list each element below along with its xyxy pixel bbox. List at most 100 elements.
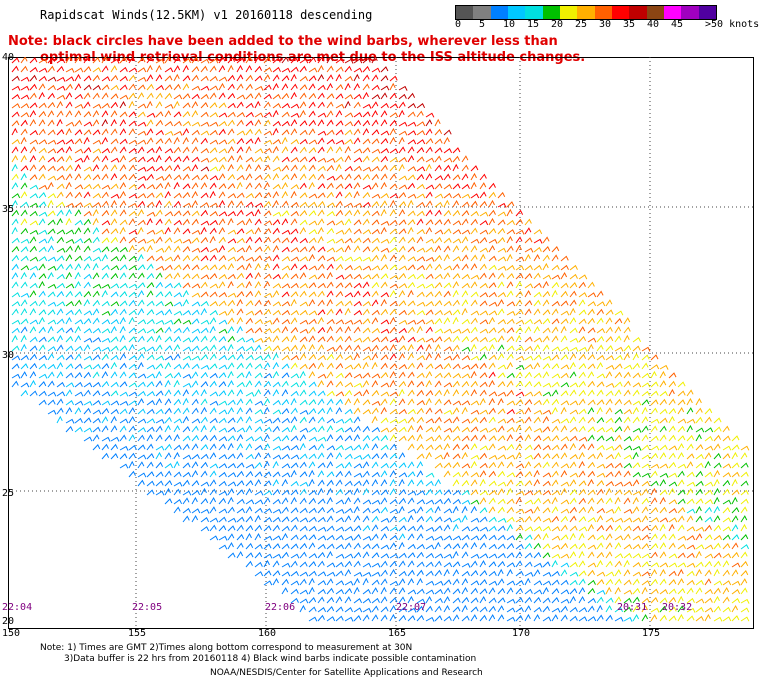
wind-barb xyxy=(110,453,119,460)
wind-barb xyxy=(353,182,361,190)
wind-barb xyxy=(533,319,543,325)
wind-barb xyxy=(200,236,209,244)
wind-barb xyxy=(335,391,345,397)
wind-barb xyxy=(587,489,596,496)
wind-barb xyxy=(272,254,280,262)
wind-barb xyxy=(218,218,226,226)
wind-barb xyxy=(308,335,316,343)
wind-barb xyxy=(731,534,740,541)
wind-barb xyxy=(389,119,398,127)
wind-barb xyxy=(677,605,685,613)
wind-barb xyxy=(713,505,720,514)
wind-barb xyxy=(209,121,219,127)
wind-barb xyxy=(344,183,353,190)
wind-barb xyxy=(119,391,129,397)
wind-barb xyxy=(65,155,73,163)
wind-barb xyxy=(299,129,308,136)
wind-barb xyxy=(272,74,280,82)
wind-barb xyxy=(407,139,417,145)
wind-barb xyxy=(209,175,219,181)
wind-barb xyxy=(308,57,317,64)
wind-barb xyxy=(641,543,650,550)
wind-barb xyxy=(488,397,495,406)
wind-barb xyxy=(569,497,577,505)
wind-barb xyxy=(65,121,75,127)
wind-barb xyxy=(533,416,541,424)
wind-barb xyxy=(92,217,99,226)
wind-barb xyxy=(434,425,442,433)
wind-barb xyxy=(263,380,272,388)
wind-barb xyxy=(623,508,633,514)
wind-barb xyxy=(704,408,713,415)
wind-barb xyxy=(74,299,82,307)
wind-barb xyxy=(92,381,101,388)
wind-barb xyxy=(623,569,631,577)
wind-barb xyxy=(245,211,255,217)
wind-barb xyxy=(605,614,613,622)
wind-barb xyxy=(272,327,281,334)
wind-barb xyxy=(299,84,308,91)
wind-barb xyxy=(92,363,101,370)
wind-barb xyxy=(551,553,561,559)
wind-barb xyxy=(200,209,209,217)
wind-barb xyxy=(110,425,118,433)
wind-barb xyxy=(434,569,442,577)
wind-barb xyxy=(263,580,273,586)
wind-barb xyxy=(677,489,686,496)
wind-barb xyxy=(254,363,263,370)
wind-barb xyxy=(191,328,201,334)
wind-barb xyxy=(488,516,497,523)
wind-barb xyxy=(389,587,397,595)
wind-barb xyxy=(47,244,55,253)
wind-barb xyxy=(65,382,75,388)
wind-barb xyxy=(146,201,155,208)
wind-barb xyxy=(200,291,209,298)
wind-barb xyxy=(65,208,72,217)
wind-barb xyxy=(227,541,234,550)
wind-barb xyxy=(443,568,450,577)
wind-barb xyxy=(506,310,516,316)
wind-barb xyxy=(128,425,136,433)
wind-barb xyxy=(191,496,198,505)
wind-barb xyxy=(461,534,470,541)
wind-barb xyxy=(263,173,271,181)
wind-barb xyxy=(344,435,353,442)
wind-barb xyxy=(137,121,147,127)
lon-label-160: 160 xyxy=(258,628,277,639)
wind-barb xyxy=(542,344,550,352)
wind-speed-color-legend xyxy=(455,5,717,20)
wind-barb xyxy=(704,489,713,496)
wind-barb xyxy=(452,263,460,271)
wind-barb xyxy=(281,136,288,145)
wind-barb xyxy=(299,534,308,541)
wind-barb xyxy=(272,471,281,478)
wind-barb xyxy=(344,94,354,100)
wind-barb xyxy=(479,427,489,433)
wind-barb xyxy=(344,237,353,244)
wind-barb xyxy=(416,499,426,505)
wind-barb xyxy=(146,184,156,190)
wind-barb xyxy=(416,110,424,118)
wind-barb xyxy=(587,353,596,361)
wind-barb xyxy=(272,219,281,226)
wind-barb xyxy=(317,543,326,550)
wind-barb xyxy=(398,163,405,172)
wind-barb xyxy=(326,227,335,235)
wind-barb xyxy=(362,246,371,253)
wind-barb xyxy=(371,461,379,469)
wind-barb xyxy=(218,319,228,325)
wind-barb xyxy=(668,461,677,469)
wind-barb xyxy=(245,138,254,145)
wind-barb xyxy=(371,138,380,145)
wind-barb xyxy=(497,568,504,577)
wind-barb xyxy=(470,274,480,280)
wind-barb xyxy=(254,418,264,424)
wind-barb xyxy=(470,193,480,199)
wind-barb xyxy=(362,57,371,64)
wind-barb xyxy=(200,102,209,109)
wind-barb xyxy=(380,553,390,559)
wind-barb xyxy=(641,561,650,568)
wind-barb xyxy=(452,453,461,460)
wind-barb xyxy=(38,201,47,208)
wind-barb xyxy=(587,443,595,451)
